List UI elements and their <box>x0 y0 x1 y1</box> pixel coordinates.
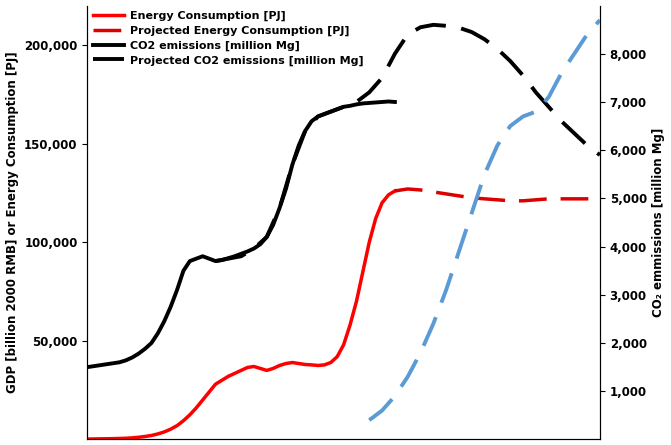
Legend: Energy Consumption [PJ], Projected Energy Consumption [PJ], CO2 emissions [milli: Energy Consumption [PJ], Projected Energ… <box>93 11 363 65</box>
Y-axis label: GDP [billion 2000 RMB] or Energy Consumption [PJ]: GDP [billion 2000 RMB] or Energy Consump… <box>5 52 19 393</box>
Y-axis label: CO₂ emmissions [million Mg]: CO₂ emmissions [million Mg] <box>652 128 666 317</box>
